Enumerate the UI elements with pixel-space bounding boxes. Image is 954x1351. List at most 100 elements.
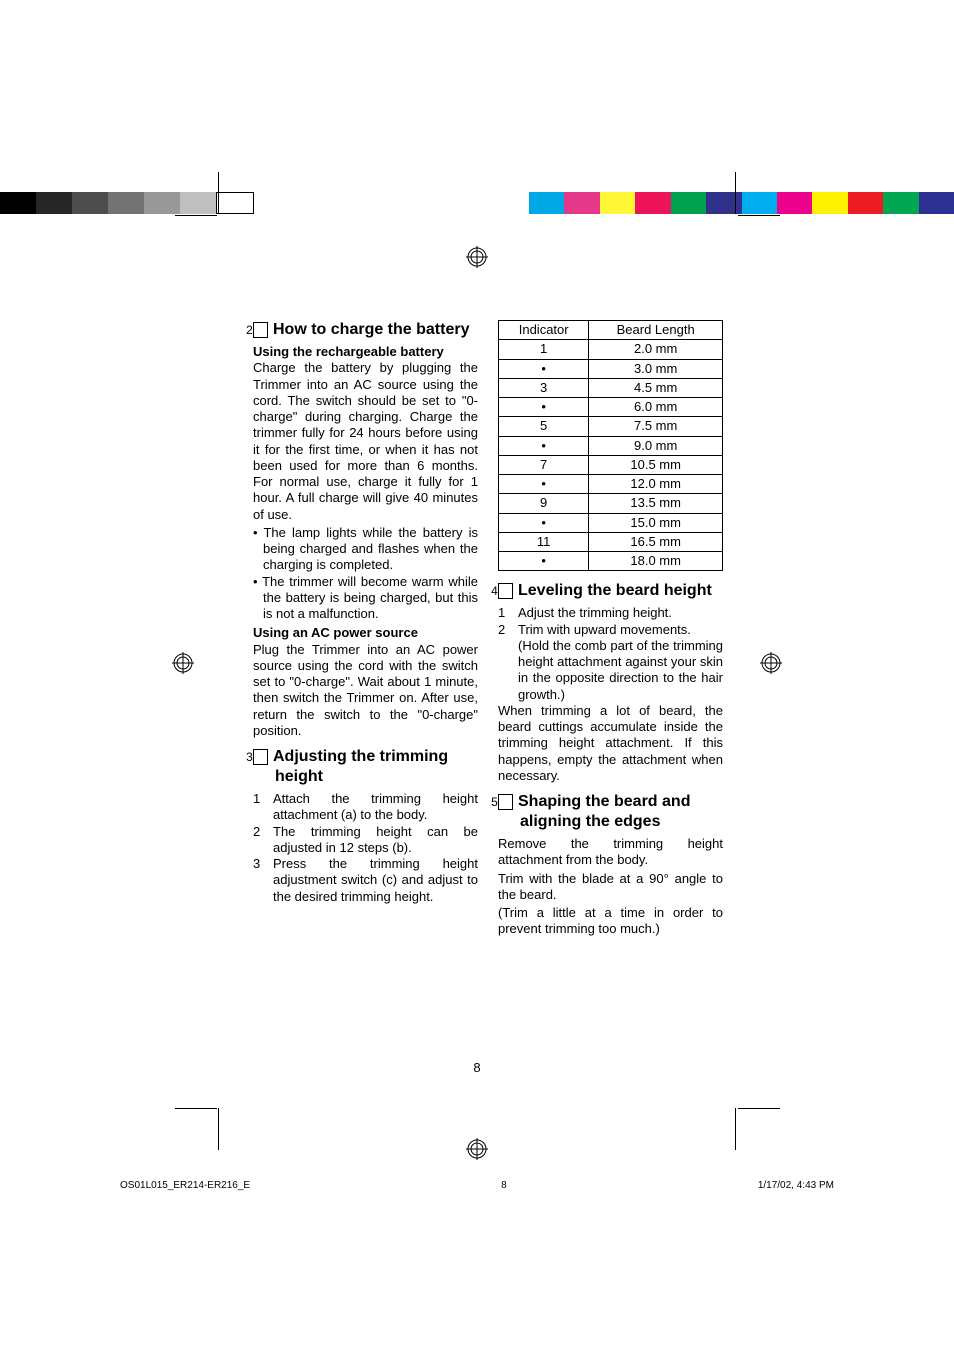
table-cell: 9 <box>499 494 589 513</box>
table-cell: • <box>499 552 589 571</box>
table-cell: • <box>499 398 589 417</box>
paragraph: Plug the Trimmer into an AC power source… <box>253 642 478 740</box>
table-row: •9.0 mm <box>499 436 723 455</box>
table-row: 1116.5 mm <box>499 532 723 551</box>
numbered-list: Adjust the trimming height. Trim with up… <box>498 605 723 703</box>
numbered-list: Attach the trimming height attachment (a… <box>253 791 478 905</box>
footer-filename: OS01L015_ER214-ER216_E <box>120 1180 250 1191</box>
table-row: 913.5 mm <box>499 494 723 513</box>
calibration-swatch <box>144 192 180 214</box>
paragraph: Remove the trimming height attachment fr… <box>498 836 723 869</box>
footer-page: 8 <box>501 1180 507 1191</box>
table-cell: 7 <box>499 455 589 474</box>
crop-mark <box>735 172 736 214</box>
calibration-swatch <box>564 192 599 214</box>
table-row: 710.5 mm <box>499 455 723 474</box>
registration-mark-top <box>466 246 488 268</box>
list-item: Trim with upward movements.(Hold the com… <box>498 622 723 703</box>
calibration-swatch <box>529 192 564 214</box>
table-row: 57.5 mm <box>499 417 723 436</box>
section-2-title: 2 How to charge the battery <box>253 320 478 340</box>
section-4-title: 4 Leveling the beard height <box>498 581 723 601</box>
table-cell: 10.5 mm <box>589 455 723 474</box>
subheading: Using the rechargeable battery <box>253 344 478 360</box>
list-item: The lamp lights while the battery is bei… <box>253 525 478 574</box>
section-5-title: 5 Shaping the beard and aligning the edge… <box>498 792 723 832</box>
calibration-swatch <box>180 192 216 214</box>
section-title-text: Adjusting the trimming height <box>273 748 448 785</box>
calibration-swatch <box>216 192 254 214</box>
list-item: Attach the trimming height attachment (a… <box>253 791 478 824</box>
calibration-swatch <box>600 192 635 214</box>
calibration-swatch <box>742 192 777 214</box>
section-number: 2 <box>253 322 268 338</box>
page-content: 2 How to charge the battery Using the rec… <box>253 320 723 940</box>
calibration-swatch <box>919 192 954 214</box>
calibration-swatch <box>848 192 883 214</box>
list-item-subtext: (Hold the comb part of the trimming heig… <box>518 638 723 703</box>
table-cell: 15.0 mm <box>589 513 723 532</box>
section-title-text: Leveling the beard height <box>518 582 712 599</box>
page-number: 8 <box>0 1060 954 1075</box>
table-cell: 4.5 mm <box>589 378 723 397</box>
crop-mark <box>738 1108 780 1109</box>
section-title-text: Shaping the beard and aligning the edges <box>518 793 690 830</box>
list-item: The trimming height can be adjusted in 1… <box>253 824 478 857</box>
table-row: •6.0 mm <box>499 398 723 417</box>
table-cell: • <box>499 513 589 532</box>
table-cell: 13.5 mm <box>589 494 723 513</box>
calibration-swatch <box>671 192 706 214</box>
calibration-swatch <box>0 192 36 214</box>
calibration-bar-right <box>529 192 954 214</box>
crop-mark <box>175 1108 217 1109</box>
table-row: 34.5 mm <box>499 378 723 397</box>
beard-length-table: Indicator Beard Length 12.0 mm•3.0 mm34.… <box>498 320 723 571</box>
calibration-swatch <box>812 192 847 214</box>
table-row: •15.0 mm <box>499 513 723 532</box>
table-cell: • <box>499 475 589 494</box>
calibration-swatch <box>777 192 812 214</box>
table-cell: 2.0 mm <box>589 340 723 359</box>
table-row: •18.0 mm <box>499 552 723 571</box>
table-cell: 12.0 mm <box>589 475 723 494</box>
calibration-swatch <box>108 192 144 214</box>
crop-mark <box>735 1108 736 1150</box>
bullet-list: The lamp lights while the battery is bei… <box>253 525 478 623</box>
table-row: •12.0 mm <box>499 475 723 494</box>
section-number: 3 <box>253 749 268 765</box>
paragraph: (Trim a little at a time in order to pre… <box>498 905 723 938</box>
table-header: Beard Length <box>589 321 723 340</box>
table-cell: 3 <box>499 378 589 397</box>
list-item: Press the trimming height adjustment swi… <box>253 856 478 905</box>
registration-mark-left <box>172 652 194 674</box>
paragraph: Trim with the blade at a 90° angle to th… <box>498 871 723 904</box>
table-cell: 16.5 mm <box>589 532 723 551</box>
crop-mark <box>738 215 780 216</box>
table-cell: 5 <box>499 417 589 436</box>
section-number: 5 <box>498 794 513 810</box>
table-cell: 11 <box>499 532 589 551</box>
table-cell: 1 <box>499 340 589 359</box>
calibration-swatch <box>883 192 918 214</box>
subheading: Using an AC power source <box>253 625 478 641</box>
table-row: •3.0 mm <box>499 359 723 378</box>
list-item: Adjust the trimming height. <box>498 605 723 621</box>
list-item-text: Trim with upward movements. <box>518 622 691 637</box>
table-cell: 9.0 mm <box>589 436 723 455</box>
footer-date: 1/17/02, 4:43 PM <box>758 1180 834 1191</box>
crop-mark <box>175 215 217 216</box>
calibration-swatch <box>635 192 670 214</box>
crop-mark <box>218 1108 219 1150</box>
right-column: Indicator Beard Length 12.0 mm•3.0 mm34.… <box>498 320 723 940</box>
print-footer: OS01L015_ER214-ER216_E 8 1/17/02, 4:43 P… <box>120 1180 834 1191</box>
crop-mark <box>218 172 219 214</box>
calibration-swatch <box>706 192 741 214</box>
table-cell: 6.0 mm <box>589 398 723 417</box>
calibration-swatch <box>36 192 72 214</box>
registration-mark-right <box>760 652 782 674</box>
section-number: 4 <box>498 583 513 599</box>
section-title-text: How to charge the battery <box>273 321 469 338</box>
list-item: The trimmer will become warm while the b… <box>253 574 478 623</box>
paragraph: When trimming a lot of beard, the beard … <box>498 703 723 784</box>
table-cell: • <box>499 359 589 378</box>
